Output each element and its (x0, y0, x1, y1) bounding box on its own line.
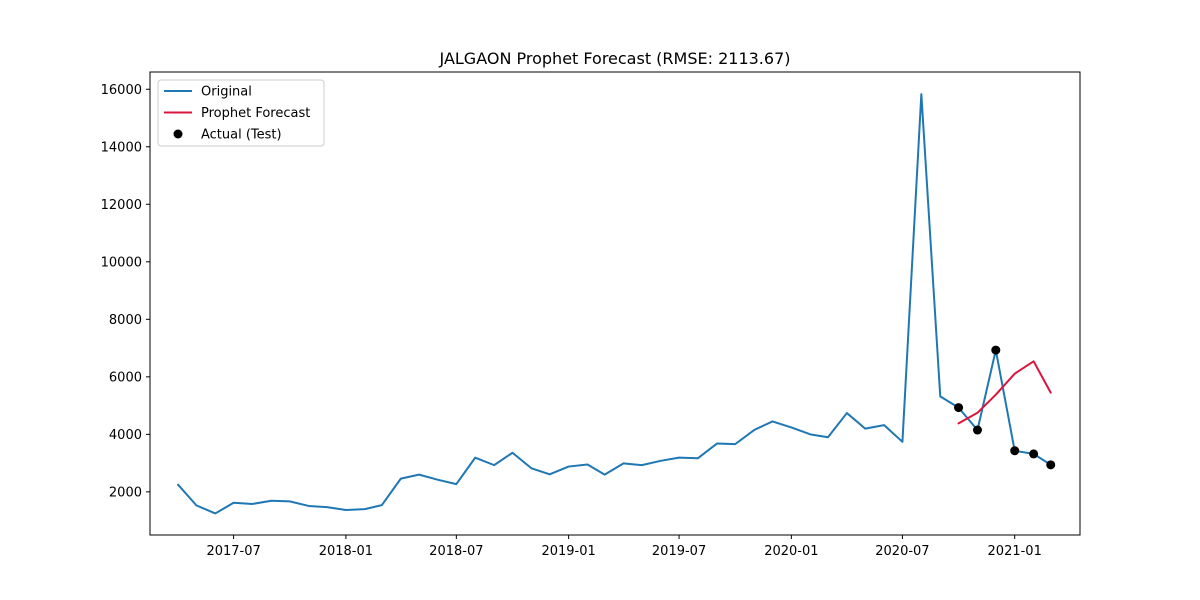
x-tick-label: 2020-07 (875, 544, 929, 559)
x-tick-label: 2020-01 (764, 544, 818, 559)
axes-frame (149, 71, 1081, 536)
y-tick-label: 2000 (109, 485, 142, 500)
y-tick-label: 14000 (101, 140, 142, 155)
legend-label-actual-test: Actual (Test) (201, 128, 282, 143)
legend-label-prophet-forecast: Prophet Forecast (201, 106, 310, 121)
x-tick-label: 2017-07 (206, 544, 260, 559)
scatter-point-actual-test (991, 345, 1001, 355)
y-tick-label: 12000 (101, 198, 142, 213)
x-tick-label: 2019-07 (652, 544, 706, 559)
scatter-point-actual-test (1046, 460, 1056, 470)
series-line-prophet-forecast (957, 360, 1052, 425)
x-tick-label: 2021-01 (988, 544, 1042, 559)
axes: 2000 4000 6000 8000 10000 12000 14000 16000 2017… (101, 71, 1081, 559)
scatter-point-actual-test (954, 403, 964, 413)
y-tick-label: 6000 (109, 370, 142, 385)
y-tick-label: 16000 (101, 83, 142, 98)
x-tick-label: 2018-07 (429, 544, 483, 559)
legend: Original Prophet Forecast Actual (Test) (157, 79, 325, 147)
scatter-point-actual-test (1029, 449, 1039, 459)
series-line-original (177, 93, 1052, 515)
scatter-point-actual-test (972, 425, 982, 435)
y-tick-label: 4000 (109, 428, 142, 443)
x-tick-label: 2019-01 (541, 544, 595, 559)
legend-swatch-actual-test (173, 129, 183, 139)
plot-area (177, 93, 1056, 515)
y-tick-label: 8000 (109, 313, 142, 328)
legend-label-original: Original (201, 85, 252, 100)
y-tick-label: 10000 (101, 255, 142, 270)
scatter-point-actual-test (1010, 446, 1020, 456)
legend-box (157, 79, 325, 147)
chart-title: JALGAON Prophet Forecast (RMSE: 2113.67) (439, 49, 791, 68)
x-tick-label: 2018-01 (319, 544, 373, 559)
